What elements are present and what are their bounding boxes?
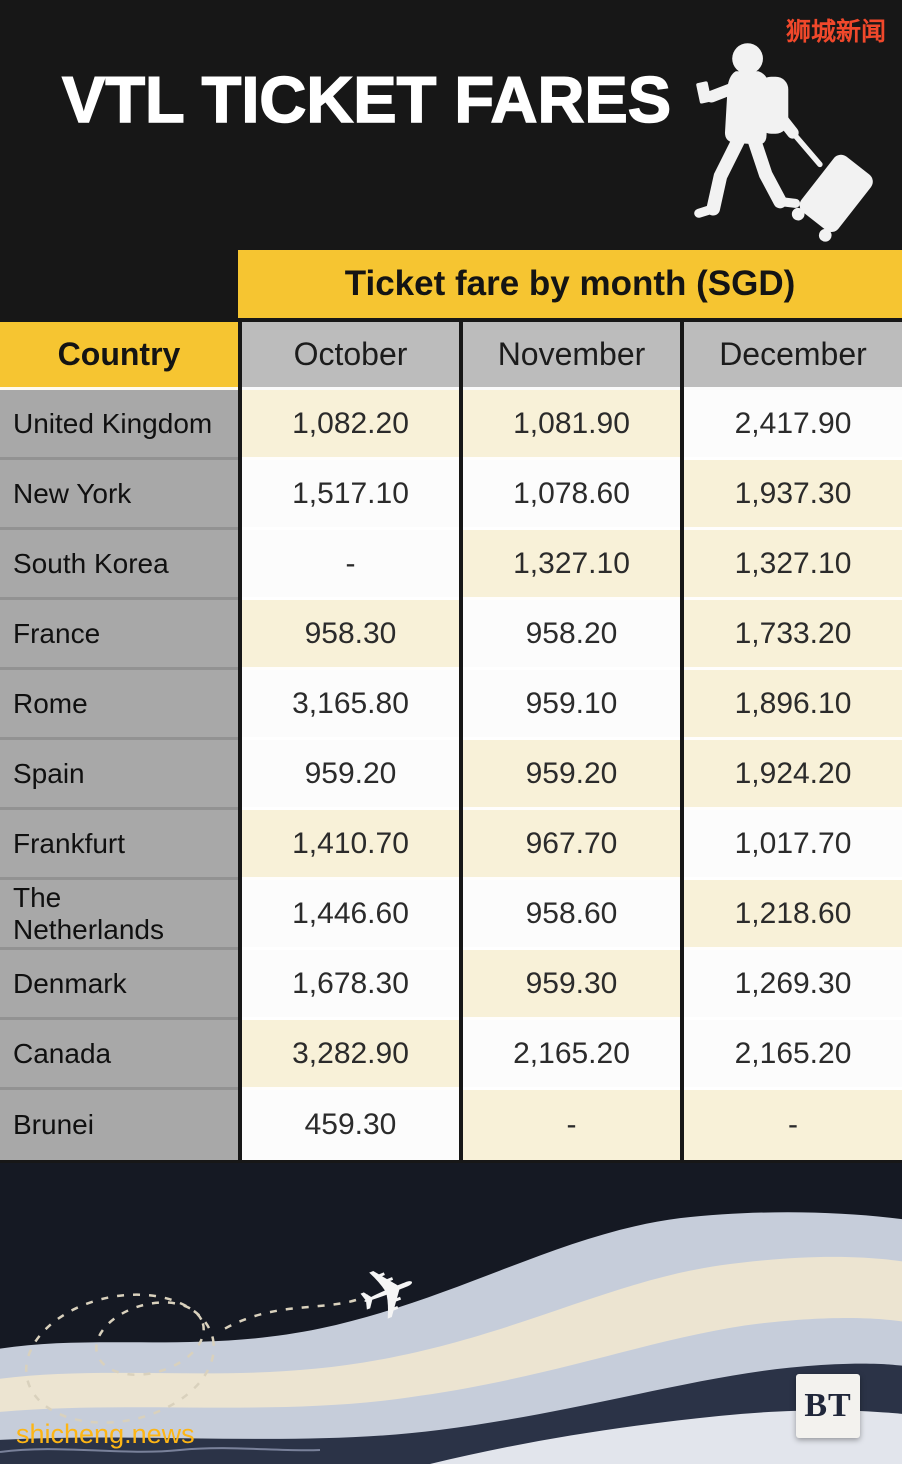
fare-cell: 2,165.20 bbox=[463, 1020, 680, 1090]
fare-cell: 1,218.60 bbox=[684, 880, 902, 950]
squiggle-lines bbox=[0, 1447, 321, 1453]
country-cell: Brunei bbox=[0, 1090, 238, 1160]
fare-cell: 1,269.30 bbox=[684, 950, 902, 1020]
fare-cell: 959.20 bbox=[242, 740, 459, 810]
country-header: Country bbox=[0, 322, 238, 390]
country-cell: Rome bbox=[0, 670, 238, 740]
page-title: VTL TICKET FARES bbox=[61, 62, 672, 137]
fare-cell: 959.10 bbox=[463, 670, 680, 740]
country-cell: South Korea bbox=[0, 530, 238, 600]
fare-cell: 967.70 bbox=[463, 810, 680, 880]
watermark-top-right: 狮城新闻 bbox=[785, 18, 886, 46]
traveler-icon bbox=[694, 43, 873, 242]
fare-cell: - bbox=[684, 1090, 902, 1160]
fare-cell: 1,078.60 bbox=[463, 460, 680, 530]
fare-cell: 1,017.70 bbox=[684, 810, 902, 880]
fare-cell: 959.20 bbox=[463, 740, 680, 810]
waves-illustration: ✈ bbox=[0, 1163, 902, 1464]
fare-cell: 1,733.20 bbox=[684, 600, 902, 670]
fare-cell: 2,417.90 bbox=[684, 390, 902, 460]
fare-cell: 1,678.30 bbox=[242, 950, 459, 1020]
fare-table: Country October November December United… bbox=[0, 322, 902, 1160]
fare-cell: 1,896.10 bbox=[684, 670, 902, 740]
watermark-bottom-left: shicheng.news bbox=[16, 1419, 195, 1449]
fare-cell: 3,282.90 bbox=[242, 1020, 459, 1090]
country-cell: France bbox=[0, 600, 238, 670]
fare-cell: - bbox=[463, 1090, 680, 1160]
fare-cell: - bbox=[242, 530, 459, 600]
fare-cell: 1,924.20 bbox=[684, 740, 902, 810]
country-cell: Spain bbox=[0, 740, 238, 810]
fare-cell: 1,410.70 bbox=[242, 810, 459, 880]
country-cell: United Kingdom bbox=[0, 390, 238, 460]
month-header-november: November bbox=[463, 322, 680, 390]
country-cell: Frankfurt bbox=[0, 810, 238, 880]
fare-cell: 1,081.90 bbox=[463, 390, 680, 460]
fare-cell: 1,327.10 bbox=[684, 530, 902, 600]
fare-cell: 3,165.80 bbox=[242, 670, 459, 740]
fare-cell: 958.60 bbox=[463, 880, 680, 950]
fare-cell: 1,937.30 bbox=[684, 460, 902, 530]
country-cell: The Netherlands bbox=[0, 880, 238, 950]
dashed-flight-path bbox=[24, 1293, 369, 1424]
fare-cell: 959.30 bbox=[463, 950, 680, 1020]
country-cell: Denmark bbox=[0, 950, 238, 1020]
month-header-december: December bbox=[684, 322, 902, 390]
country-cell: New York bbox=[0, 460, 238, 530]
fare-cell: 958.20 bbox=[463, 600, 680, 670]
fare-cell: 1,446.60 bbox=[242, 880, 459, 950]
month-header-october: October bbox=[242, 322, 459, 390]
fare-cell: 958.30 bbox=[242, 600, 459, 670]
country-cell: Canada bbox=[0, 1020, 238, 1090]
fare-cell: 1,517.10 bbox=[242, 460, 459, 530]
bt-logo: BT bbox=[796, 1374, 860, 1438]
fare-cell: 1,327.10 bbox=[463, 530, 680, 600]
table-banner: Ticket fare by month (SGD) bbox=[238, 250, 902, 318]
fare-cell: 1,082.20 bbox=[242, 390, 459, 460]
fare-cell: 459.30 bbox=[242, 1090, 459, 1160]
footer-illustration: ✈ BT shicheng.news bbox=[0, 1163, 902, 1464]
fare-cell: 2,165.20 bbox=[684, 1020, 902, 1090]
